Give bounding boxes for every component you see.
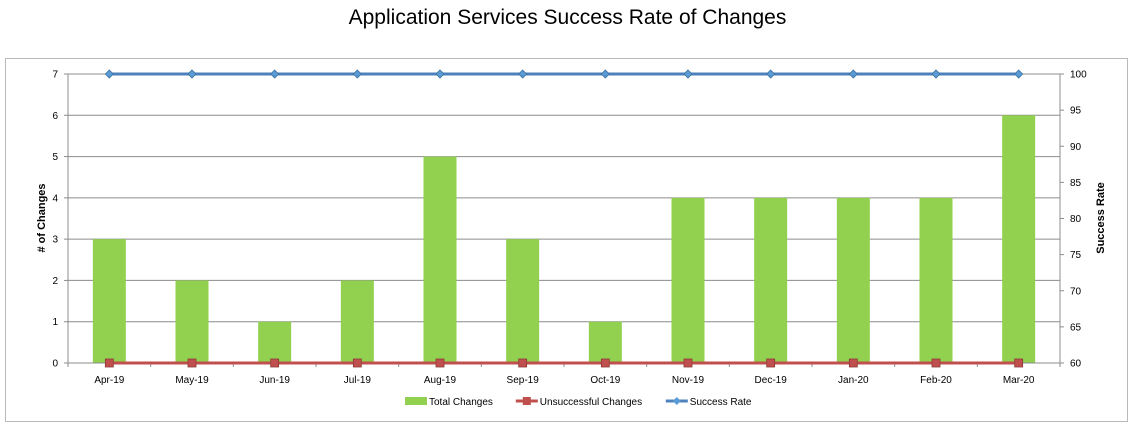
y-tick-label: 2 xyxy=(52,276,58,287)
bar xyxy=(340,280,374,363)
bar xyxy=(919,197,953,363)
bar xyxy=(258,321,292,363)
y-axis-title: # of Changes xyxy=(36,183,48,252)
tick-labels: 0 1 2 3 4 5 6 7 60 65 70 75 80 85 90 95 100 Apr-19 May-19 J… xyxy=(52,70,1087,387)
bar xyxy=(423,156,457,363)
bar xyxy=(175,280,209,363)
x-tick-label: Jun-19 xyxy=(259,375,290,386)
chart-title: Application Services Success Rate of Cha… xyxy=(348,6,787,29)
y2-tick-label: 100 xyxy=(1070,70,1087,81)
point-marker xyxy=(518,358,528,368)
point-marker xyxy=(187,358,197,368)
point-marker xyxy=(270,358,280,368)
line-series xyxy=(104,69,1024,368)
point-marker xyxy=(104,358,114,368)
point-marker xyxy=(766,358,776,368)
x-tick-label: Nov-19 xyxy=(672,375,705,386)
x-tick-label: Dec-19 xyxy=(755,375,788,386)
point-marker xyxy=(435,358,445,368)
point-marker xyxy=(518,69,528,79)
x-tick-label: Jul-19 xyxy=(344,375,372,386)
point-marker xyxy=(848,358,858,368)
point-marker xyxy=(1014,69,1024,79)
bar-series-total-changes xyxy=(92,115,1036,364)
axes xyxy=(64,73,1064,367)
x-tick-label: Jan-20 xyxy=(838,375,869,386)
y2-tick-label: 65 xyxy=(1070,322,1082,333)
y-tick-label: 1 xyxy=(52,317,58,328)
point-marker xyxy=(352,358,362,368)
y2-tick-label: 75 xyxy=(1070,250,1082,261)
bar xyxy=(506,239,540,363)
bar xyxy=(588,321,622,363)
legend-marker xyxy=(522,397,531,405)
y-tick-label: 6 xyxy=(52,111,58,122)
y-tick-label: 4 xyxy=(52,193,58,204)
point-marker xyxy=(600,69,610,79)
point-marker xyxy=(600,358,610,368)
y2-tick-label: 70 xyxy=(1070,286,1082,297)
y2-tick-label: 90 xyxy=(1070,142,1082,153)
x-tick-label: Oct-19 xyxy=(590,375,620,386)
legend-label: Success Rate xyxy=(690,397,752,408)
y2-tick-label: 85 xyxy=(1070,178,1082,189)
y-tick-label: 7 xyxy=(52,70,58,81)
y2-tick-label: 60 xyxy=(1070,359,1082,370)
x-tick-label: May-19 xyxy=(175,375,209,386)
gridlines xyxy=(68,73,1060,364)
point-marker xyxy=(1014,358,1024,368)
bar xyxy=(1002,115,1036,364)
x-tick-label: Apr-19 xyxy=(94,375,124,386)
x-tick-label: Sep-19 xyxy=(507,375,540,386)
point-marker xyxy=(931,69,941,79)
bar xyxy=(836,197,870,363)
x-tick-label: Aug-19 xyxy=(424,375,457,386)
y2-tick-label: 95 xyxy=(1070,106,1082,117)
y-tick-label: 3 xyxy=(52,235,58,246)
point-marker xyxy=(270,69,280,79)
y-tick-label: 0 xyxy=(52,359,58,370)
point-marker xyxy=(848,69,858,79)
y2-tick-label: 80 xyxy=(1070,214,1082,225)
point-marker xyxy=(104,69,114,79)
y-tick-label: 5 xyxy=(52,152,58,163)
point-marker xyxy=(766,69,776,79)
x-tick-label: Mar-20 xyxy=(1003,375,1035,386)
x-tick-label: Feb-20 xyxy=(920,375,952,386)
legend-swatch xyxy=(405,397,427,405)
point-marker xyxy=(187,69,197,79)
y2-axis-title: Success Rate xyxy=(1095,182,1107,254)
point-marker xyxy=(683,358,693,368)
point-marker xyxy=(931,358,941,368)
bar xyxy=(92,239,126,363)
chart-frame xyxy=(5,58,1128,422)
legend-label: Total Changes xyxy=(429,397,493,408)
point-marker xyxy=(435,69,445,79)
legend-label: Unsuccessful Changes xyxy=(540,397,642,408)
bar xyxy=(754,197,788,363)
legend-marker xyxy=(672,397,681,405)
point-marker xyxy=(352,69,362,79)
legend: Total Changes Unsuccessful Changes Success… xyxy=(405,397,752,408)
point-marker xyxy=(683,69,693,79)
bar xyxy=(671,197,705,363)
